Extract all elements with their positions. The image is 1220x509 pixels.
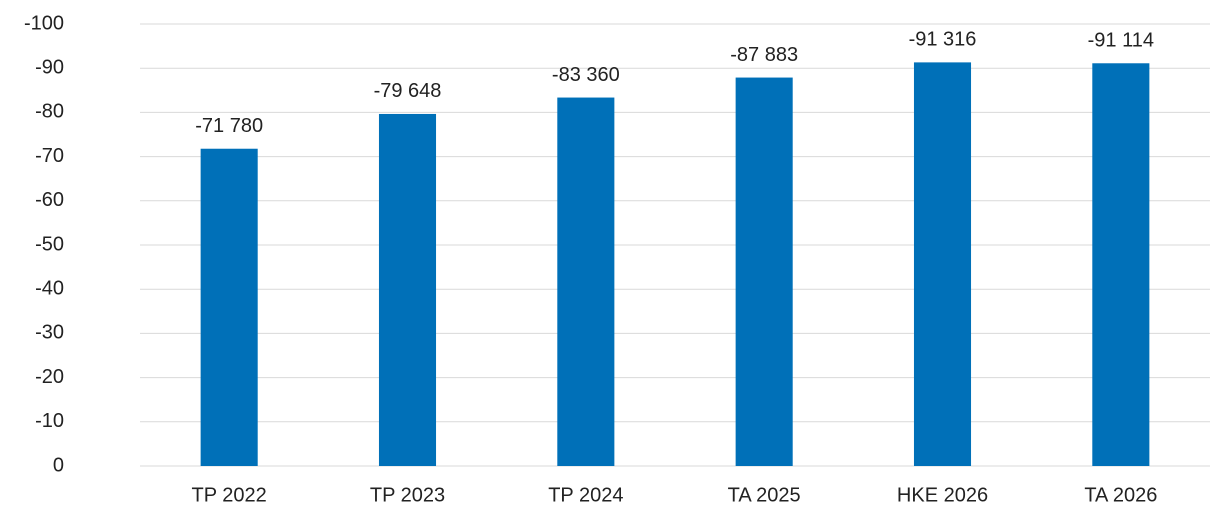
data-label: -79 648: [374, 80, 442, 102]
bar: [557, 97, 615, 466]
bar: [200, 148, 258, 466]
y-tick-label: -70: [35, 145, 64, 167]
y-tick-label: -10: [35, 410, 64, 432]
data-label: -83 360: [552, 64, 620, 86]
y-tick-label: -20: [35, 366, 64, 388]
y-tick-label: -40: [35, 277, 64, 299]
data-label: -87 883: [730, 44, 798, 66]
data-label: -71 780: [195, 115, 263, 137]
x-tick-label: TP 2023: [370, 484, 445, 506]
y-tick-label: -80: [35, 101, 64, 123]
x-tick-label: HKE 2026: [897, 484, 988, 506]
y-tick-label: -90: [35, 56, 64, 78]
bar: [378, 113, 437, 466]
y-tick-label: -50: [35, 233, 64, 255]
y-tick-label: -100: [24, 12, 64, 34]
data-label: -91 316: [909, 29, 977, 51]
y-tick-label: -30: [35, 322, 64, 344]
y-tick-label: 0: [53, 454, 64, 476]
y-tick-label: -60: [35, 189, 64, 211]
x-tick-label: TP 2022: [192, 484, 267, 506]
bar: [735, 77, 793, 467]
data-label: -91 114: [1088, 30, 1154, 52]
bar: [913, 62, 972, 467]
x-tick-label: TA 2026: [1084, 484, 1157, 506]
x-tick-label: TP 2024: [548, 484, 623, 506]
x-tick-label: TA 2025: [728, 484, 801, 506]
bar: [1092, 63, 1150, 466]
